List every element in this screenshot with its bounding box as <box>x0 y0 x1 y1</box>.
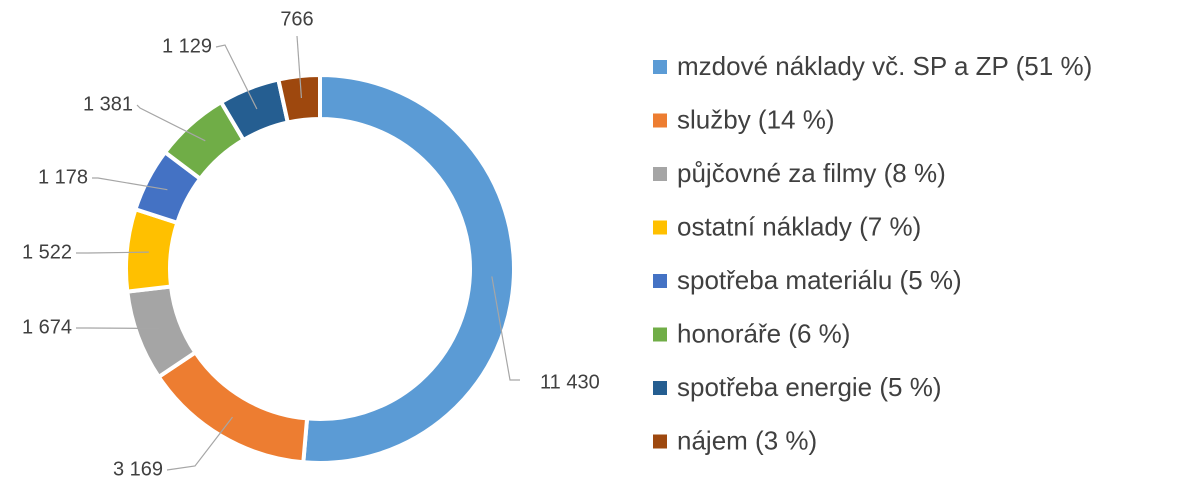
leader-line <box>215 44 258 110</box>
legend-label: ostatní náklady (7 %) <box>677 211 921 241</box>
legend-label: půjčovné za filmy (8 %) <box>677 158 946 188</box>
data-label: 1 129 <box>162 35 212 57</box>
data-label: 11 430 <box>540 371 600 393</box>
data-label: 1 674 <box>22 316 72 338</box>
legend-label: spotřeba materiálu (5 %) <box>677 265 962 295</box>
legend-swatch <box>653 327 667 342</box>
slice <box>275 72 322 125</box>
legend-label: spotřeba energie (5 %) <box>677 372 941 402</box>
legend-swatch <box>653 167 667 181</box>
leader-line <box>166 416 233 471</box>
slice <box>301 72 516 465</box>
legend-label: honoráře (6 %) <box>677 318 850 348</box>
data-label: 766 <box>280 8 313 30</box>
legend-label: služby (14 %) <box>677 104 835 134</box>
legend-swatch <box>653 60 667 74</box>
leader-line <box>92 177 168 191</box>
leader-line <box>76 251 149 254</box>
leader-line <box>296 35 303 99</box>
data-label: 3 169 <box>113 458 163 480</box>
data-label: 1 522 <box>22 241 72 263</box>
legend-swatch <box>653 434 667 449</box>
legend-swatch <box>653 274 667 288</box>
legend-swatch <box>653 113 667 128</box>
slice <box>155 349 310 465</box>
data-label: 1 381 <box>83 93 133 115</box>
legend-label: mzdové náklady vč. SP a ZP (51 %) <box>677 51 1092 81</box>
leader-line <box>491 276 520 381</box>
legend-swatch <box>653 381 667 395</box>
leader-line <box>136 104 206 142</box>
legend-swatch <box>653 220 667 235</box>
legend-label: nájem (3 %) <box>677 425 817 455</box>
data-label: 1 178 <box>38 166 88 188</box>
